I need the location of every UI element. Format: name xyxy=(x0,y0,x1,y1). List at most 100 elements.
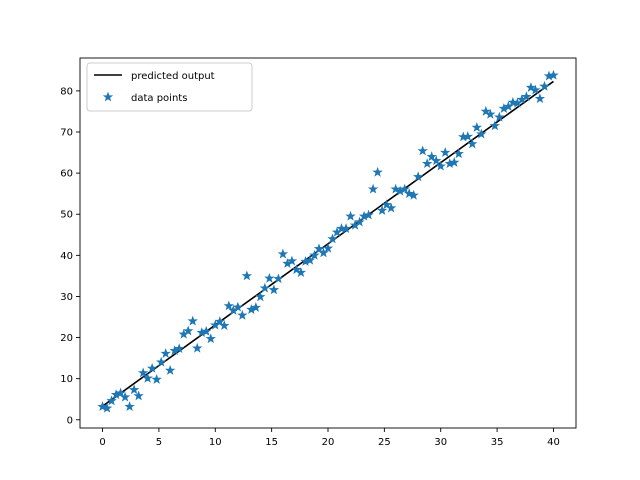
data-point xyxy=(408,189,419,200)
data-point xyxy=(295,267,307,277)
data-point xyxy=(453,148,464,159)
data-point xyxy=(187,315,198,326)
data-point xyxy=(480,106,491,116)
y-tick-label: 10 xyxy=(60,374,73,385)
data-point xyxy=(548,69,559,80)
data-point xyxy=(426,151,437,162)
data-point xyxy=(160,348,171,358)
data-point xyxy=(273,273,284,284)
data-point xyxy=(345,210,356,221)
data-point xyxy=(390,183,401,194)
data-point xyxy=(232,301,243,312)
x-tick-label: 40 xyxy=(547,437,560,448)
data-point xyxy=(192,342,203,353)
data-point xyxy=(115,387,126,398)
data-point xyxy=(494,111,505,122)
data-point xyxy=(142,372,153,383)
data-point xyxy=(376,205,388,215)
data-point xyxy=(449,156,460,167)
data-point xyxy=(399,183,410,194)
data-point xyxy=(476,128,487,139)
y-tick-label: 50 xyxy=(60,210,73,221)
x-tick-label: 35 xyxy=(491,437,504,448)
legend-label-data-points: data points xyxy=(131,93,187,104)
data-point xyxy=(322,242,334,253)
data-point xyxy=(471,122,482,132)
data-point xyxy=(413,171,424,182)
data-point xyxy=(183,325,194,336)
y-tick-label: 80 xyxy=(60,86,73,97)
data-point xyxy=(146,362,158,373)
y-tick-label: 20 xyxy=(60,333,73,344)
data-point xyxy=(264,272,275,283)
data-point xyxy=(534,93,546,104)
data-point xyxy=(309,249,320,260)
data-point xyxy=(363,209,374,220)
data-point xyxy=(291,264,302,275)
data-point xyxy=(521,91,532,102)
data-point xyxy=(106,395,117,406)
data-point xyxy=(467,138,478,149)
data-point xyxy=(259,282,271,293)
data-point xyxy=(385,202,397,213)
x-tick-label: 20 xyxy=(322,437,335,448)
x-tick-label: 5 xyxy=(156,437,162,448)
data-point xyxy=(525,82,537,92)
data-point xyxy=(133,390,144,401)
y-tick-label: 40 xyxy=(60,251,73,262)
x-tick-label: 15 xyxy=(265,437,278,448)
y-tick-label: 70 xyxy=(60,128,73,139)
data-point xyxy=(174,343,185,354)
data-point xyxy=(313,243,325,254)
x-tick-label: 25 xyxy=(378,437,391,448)
data-point xyxy=(137,367,149,378)
data-point xyxy=(372,166,383,177)
y-tick-label: 0 xyxy=(67,415,73,426)
data-point xyxy=(354,216,365,227)
data-point xyxy=(255,291,266,302)
axes: 0 5 10 15 20 25 30 35 40 0 10 20 30 40 50 60 70 80 xyxy=(60,57,577,448)
legend: predicted output data points xyxy=(86,62,253,112)
data-point xyxy=(155,356,167,367)
data-point xyxy=(489,120,501,131)
data-point xyxy=(530,84,541,95)
data-point xyxy=(422,158,433,169)
data-point xyxy=(539,80,550,91)
data-point xyxy=(462,131,473,141)
x-tick-label: 0 xyxy=(99,437,105,448)
y-tick-label: 30 xyxy=(60,292,73,303)
plot-area xyxy=(97,69,559,413)
data-point xyxy=(403,188,415,199)
data-point xyxy=(367,183,379,194)
data-point xyxy=(201,325,212,336)
data-point xyxy=(223,300,234,311)
data-point xyxy=(205,333,216,344)
data-point xyxy=(435,160,446,171)
data-point xyxy=(219,320,230,331)
data-point xyxy=(340,223,352,234)
data-point xyxy=(241,270,253,281)
legend-frame xyxy=(86,62,253,112)
data-point xyxy=(151,374,162,384)
data-point xyxy=(101,402,113,413)
data-point xyxy=(268,284,280,295)
data-point xyxy=(237,309,248,320)
data-point xyxy=(304,254,316,265)
legend-star-swatch xyxy=(102,91,114,102)
data-point xyxy=(119,391,131,402)
data-point xyxy=(97,401,108,412)
data-point xyxy=(327,233,338,244)
data-point xyxy=(440,147,451,157)
data-point xyxy=(214,316,225,326)
data-point xyxy=(124,401,135,412)
data-point xyxy=(286,255,298,266)
data-point xyxy=(417,145,428,156)
data-point xyxy=(250,302,262,312)
legend-label-predicted-output: predicted output xyxy=(131,71,215,82)
data-point xyxy=(128,384,140,395)
data-point xyxy=(165,365,176,375)
data-point xyxy=(277,248,289,259)
data-point xyxy=(431,155,442,166)
x-tick-label: 10 xyxy=(209,437,222,448)
